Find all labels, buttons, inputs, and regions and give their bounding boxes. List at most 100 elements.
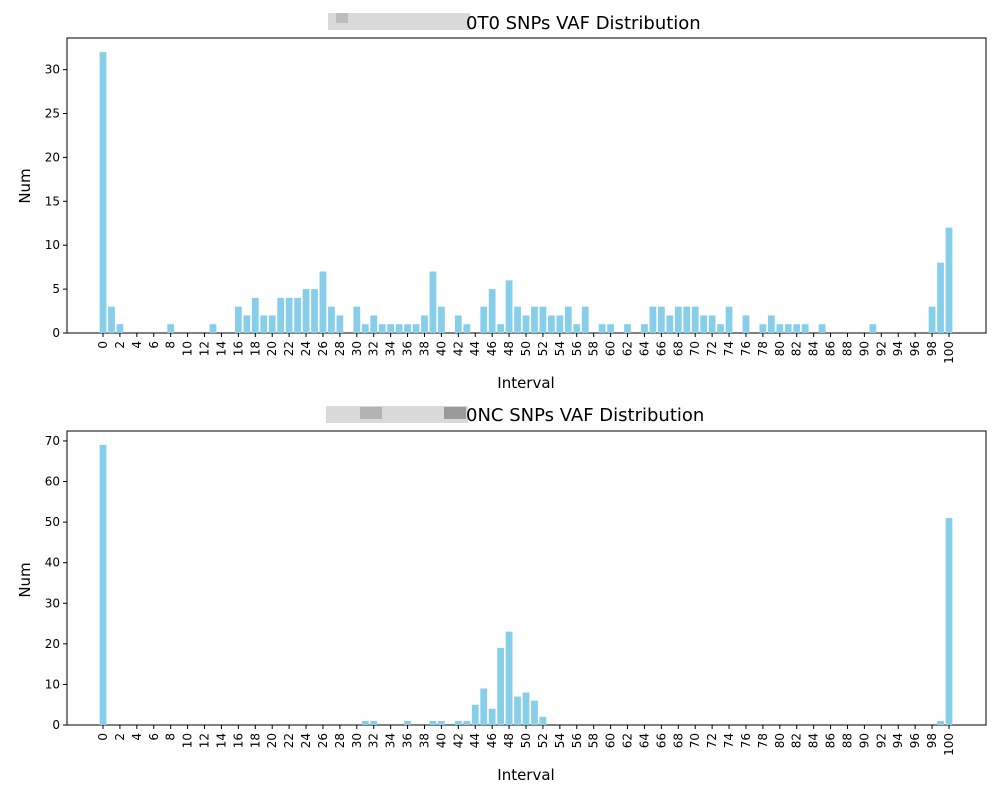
- x-tick-label: 16: [231, 733, 245, 748]
- bar: [328, 306, 335, 333]
- x-tick-label: 0: [96, 733, 110, 741]
- bar: [438, 720, 445, 725]
- x-tick-label: 46: [485, 341, 499, 356]
- x-tick-label: 16: [231, 341, 245, 356]
- title-redaction-mask-block: [336, 13, 348, 23]
- y-tick-label: 10: [45, 238, 60, 252]
- bar: [691, 306, 699, 333]
- x-tick-label: 32: [367, 341, 381, 356]
- x-tick-label: 22: [282, 733, 296, 748]
- x-tick-label: 96: [908, 733, 922, 748]
- x-tick-label: 72: [705, 341, 719, 356]
- bar-series: [99, 52, 953, 334]
- x-tick-label: 70: [688, 733, 702, 748]
- bar: [945, 518, 953, 725]
- bar: [624, 324, 631, 333]
- x-tick-label: 8: [164, 341, 178, 349]
- x-tick-label: 48: [502, 341, 516, 356]
- x-tick-label: 2: [113, 341, 127, 349]
- x-tick-label: 8: [164, 733, 178, 741]
- bar: [463, 324, 471, 333]
- x-tick-label: 100: [942, 733, 956, 756]
- x-tick-label: 36: [401, 341, 415, 356]
- bar: [708, 315, 716, 333]
- bar: [243, 315, 251, 333]
- x-tick-label: 40: [434, 733, 448, 748]
- bar: [387, 324, 395, 333]
- chart-title: 0T0 SNPs VAF Distribution: [466, 13, 701, 34]
- plot-area: [66, 430, 987, 726]
- x-tick-label: 54: [553, 733, 567, 748]
- bar: [657, 306, 665, 333]
- bar: [937, 262, 944, 333]
- bar: [759, 324, 767, 333]
- bar: [99, 52, 107, 334]
- bar: [767, 315, 775, 333]
- y-tick-label: 20: [45, 150, 60, 164]
- x-tick-label: 10: [181, 733, 195, 748]
- bar: [251, 297, 259, 333]
- title-redaction-mask: [328, 13, 470, 30]
- x-tick-label: 76: [739, 733, 753, 748]
- x-tick-label: 18: [248, 733, 262, 748]
- bar: [725, 306, 733, 333]
- bar: [370, 720, 378, 725]
- x-tick-label: 64: [637, 341, 651, 356]
- bar: [429, 271, 437, 333]
- bar-series: [99, 445, 953, 725]
- y-tick-label: 15: [45, 194, 60, 208]
- chart-bottom: 0NC SNPs VAF Distribution 01020304050607…: [16, 405, 987, 784]
- x-axis-label: Interval: [497, 374, 554, 392]
- x-tick-label: 38: [417, 733, 431, 748]
- bar: [260, 315, 268, 333]
- x-tick-label: 98: [925, 341, 939, 356]
- x-tick-label: 48: [502, 733, 516, 748]
- bar: [268, 315, 276, 333]
- x-tick-label: 20: [265, 341, 279, 356]
- bar: [497, 324, 505, 333]
- x-tick-label: 40: [434, 341, 448, 356]
- bar: [556, 315, 564, 333]
- y-tick-label: 50: [45, 515, 60, 529]
- bar: [717, 324, 724, 333]
- y-axis-ticks: 0 10 20 30 40 50 60 70: [45, 434, 67, 732]
- bar: [514, 696, 521, 725]
- x-tick-label: 66: [654, 733, 668, 748]
- x-axis-label: Interval: [497, 766, 554, 784]
- title-redaction-mask-block: [360, 407, 382, 419]
- bar: [378, 324, 386, 333]
- y-tick-label: 40: [45, 556, 60, 570]
- y-tick-label: 0: [52, 718, 60, 732]
- x-tick-label: 6: [147, 341, 161, 349]
- bar: [564, 306, 572, 333]
- chart-title-group: 0T0 SNPs VAF Distribution: [328, 13, 701, 34]
- x-tick-label: 32: [367, 733, 381, 748]
- x-tick-label: 30: [350, 733, 364, 748]
- bar: [454, 315, 462, 333]
- bar: [454, 720, 462, 725]
- x-tick-label: 38: [417, 341, 431, 356]
- x-tick-label: 86: [824, 341, 838, 356]
- x-tick-label: 4: [130, 341, 144, 349]
- bar: [505, 631, 513, 725]
- x-tick-label: 44: [468, 341, 482, 356]
- x-axis-ticks: 0 2 4 6 8 10 12 14 16 18 20 22 24 26 28 30 32 34 36 38 40 42 4…: [96, 725, 956, 756]
- x-tick-label: 62: [621, 341, 635, 356]
- x-tick-label: 12: [198, 341, 212, 356]
- bar: [531, 700, 538, 725]
- x-tick-label: 74: [722, 341, 736, 356]
- x-tick-label: 4: [130, 733, 144, 741]
- x-tick-label: 18: [248, 341, 262, 356]
- bar: [742, 315, 750, 333]
- x-tick-label: 14: [214, 341, 228, 356]
- bar: [395, 324, 403, 333]
- y-tick-label: 30: [45, 596, 60, 610]
- x-tick-label: 10: [181, 341, 195, 356]
- bar: [505, 280, 513, 333]
- bar: [277, 297, 285, 333]
- bar: [480, 688, 488, 725]
- bar: [480, 306, 488, 333]
